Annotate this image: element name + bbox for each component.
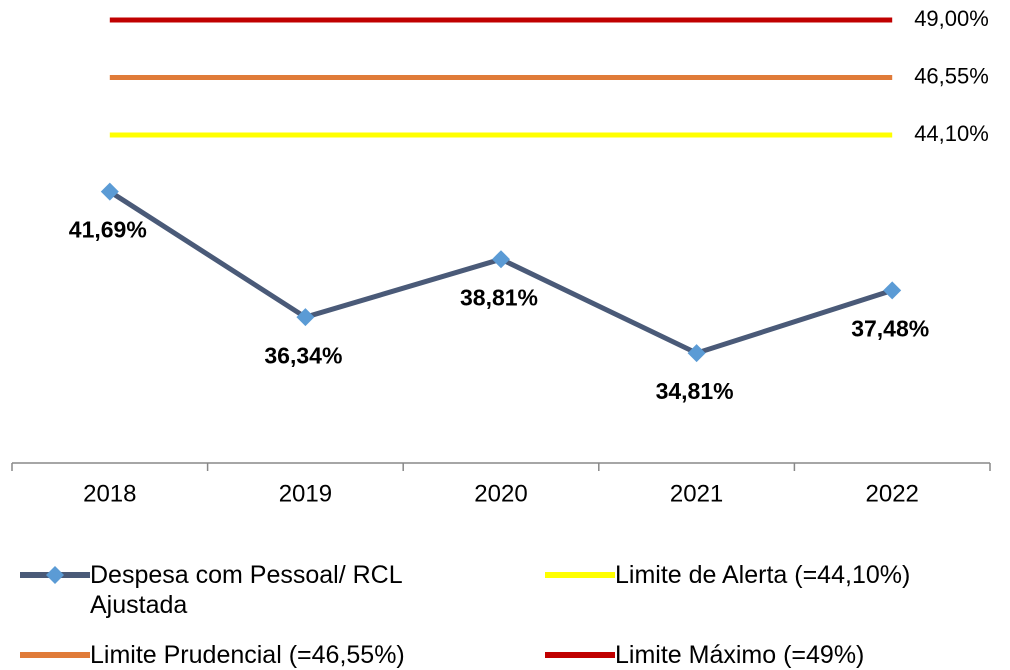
legend-marker: [46, 566, 64, 584]
x-tick-label: 2019: [279, 480, 332, 507]
data-label: 37,48%: [851, 315, 929, 341]
legend-label: Limite Máximo (=49%): [615, 641, 865, 669]
data-label: 36,34%: [264, 342, 342, 368]
data-label: 44,10%: [914, 121, 989, 146]
data-label: 38,81%: [460, 284, 538, 310]
data-label: 41,69%: [69, 217, 147, 243]
data-label: 46,55%: [914, 63, 989, 88]
marker: [296, 308, 315, 327]
data-label: 34,81%: [656, 378, 734, 404]
x-tick-label: 2021: [670, 480, 723, 507]
legend-label: Despesa com Pessoal/ RCL Ajustada: [90, 561, 402, 619]
legend-label: Limite de Alerta (=44,10%): [615, 561, 911, 589]
marker: [100, 182, 119, 201]
x-tick-label: 2022: [866, 480, 919, 507]
x-tick-label: 2018: [83, 480, 136, 507]
x-tick-label: 2020: [474, 480, 527, 507]
data-label: 49,00%: [914, 6, 989, 31]
legend-label: Limite Prudencial (=46,55%): [90, 641, 405, 669]
marker: [492, 250, 510, 269]
marker: [687, 344, 706, 363]
marker: [883, 281, 902, 300]
series-line: [108, 189, 893, 356]
